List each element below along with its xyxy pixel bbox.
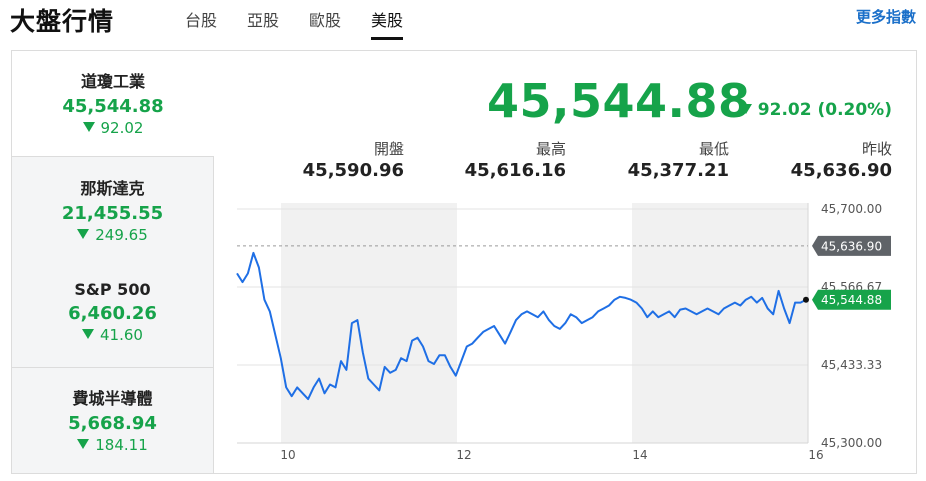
- index-item-sox[interactable]: 費城半導體 5,668.94 184.11: [12, 368, 214, 473]
- index-value: 45,544.88: [62, 96, 164, 117]
- index-name: 道瓊工業: [80, 72, 145, 91]
- index-item-nasdaq[interactable]: 那斯達克 21,455.55 249.65: [12, 157, 214, 262]
- stat-value: 45,377.21: [627, 160, 729, 181]
- index-list: 道瓊工業 45,544.88 92.02 那斯達克 21,455.55 249.…: [12, 51, 214, 473]
- down-arrow-icon: [739, 104, 752, 114]
- stat-value: 45,636.90: [790, 160, 892, 181]
- market-tabs: 台股 亞股 歐股 美股: [185, 0, 433, 40]
- stat-label: 開盤: [373, 140, 404, 158]
- market-panel: 道瓊工業 45,544.88 92.02 那斯達克 21,455.55 249.…: [11, 50, 917, 474]
- down-arrow-icon: [77, 439, 90, 449]
- tab-asia[interactable]: 亞股: [247, 11, 280, 30]
- stat-label: 最低: [698, 140, 729, 158]
- more-indices-link[interactable]: 更多指數: [855, 8, 916, 26]
- tab-taiwan[interactable]: 台股: [185, 11, 218, 30]
- index-name: 費城半導體: [72, 389, 153, 408]
- down-arrow-icon: [82, 122, 95, 132]
- current-price: 45,544.88: [487, 74, 751, 128]
- stat-value: 45,616.16: [464, 160, 566, 181]
- stat-low: 最低 45,377.21: [628, 138, 729, 181]
- divider: [12, 367, 213, 368]
- stat-label: 昨收: [861, 140, 892, 158]
- index-name: 那斯達克: [80, 179, 145, 198]
- index-value: 21,455.55: [61, 203, 164, 224]
- index-change: 41.60: [12, 326, 213, 344]
- divider: [12, 156, 213, 157]
- stat-prev-close: 昨收 45,636.90: [791, 138, 892, 181]
- index-item-sp500[interactable]: S&P 500 6,460.26 41.60: [12, 262, 214, 367]
- page-title: 大盤行情: [10, 7, 115, 36]
- index-value: 6,460.26: [68, 303, 157, 324]
- index-item-dow[interactable]: 道瓊工業 45,544.88 92.02: [12, 51, 214, 156]
- index-value: 5,668.94: [68, 413, 157, 434]
- stat-value: 45,590.96: [302, 160, 404, 181]
- stat-high: 最高 45,616.16: [465, 138, 566, 181]
- index-change: 249.65: [12, 226, 213, 244]
- down-arrow-icon: [82, 329, 95, 339]
- index-change: 92.02: [12, 119, 214, 137]
- down-arrow-icon: [77, 229, 90, 239]
- tab-europe[interactable]: 歐股: [309, 11, 342, 30]
- stat-open: 開盤 45,590.96: [303, 138, 404, 181]
- top-bar: 大盤行情 台股 亞股 歐股 美股 更多指數: [0, 0, 926, 40]
- stat-label: 最高: [535, 140, 566, 158]
- index-change: 184.11: [12, 436, 213, 454]
- index-name: S&P 500: [74, 280, 151, 299]
- price-change: 92.02 (0.20%): [739, 100, 892, 120]
- tab-us[interactable]: 美股: [371, 0, 404, 40]
